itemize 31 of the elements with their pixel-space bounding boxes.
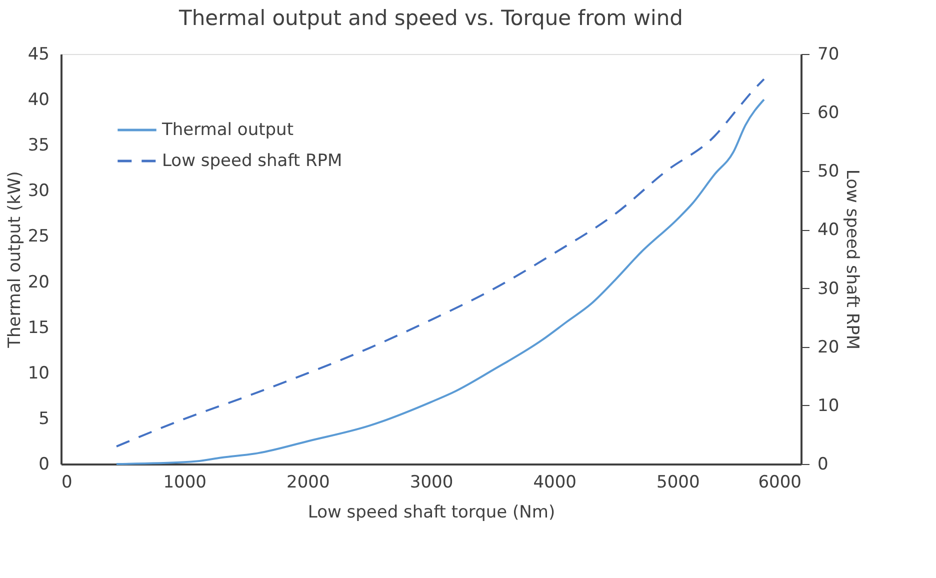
y2-tick-label: 0: [818, 454, 828, 474]
y2-tick-label: 20: [818, 337, 840, 358]
y-tick-label: 45: [28, 44, 50, 64]
y-tick-label: 40: [28, 90, 50, 110]
y-tick-label: 0: [38, 454, 50, 474]
legend-label: Low speed shaft RPM: [162, 151, 342, 171]
y2-tick-label: 30: [818, 278, 840, 299]
y-axis-title: Thermal output (kW): [4, 171, 25, 349]
x-tick-label: 1000: [163, 472, 206, 492]
y-tick-label: 15: [28, 318, 50, 338]
y2-tick-label: 40: [818, 220, 840, 240]
x-tick-label: 6000: [758, 472, 802, 492]
x-tick-label: 3000: [410, 472, 454, 492]
x-tick-label: 2000: [286, 472, 330, 492]
y2-tick-label: 50: [818, 162, 840, 182]
chart-title: Thermal output and speed vs. Torque from wind: [178, 6, 683, 30]
y2-tick-label: 10: [818, 396, 840, 416]
x-axis-title: Low speed shaft torque (Nm): [308, 502, 556, 522]
y-tick-label: 30: [28, 181, 50, 202]
x-tick-label: 4000: [533, 472, 576, 492]
x-tick-label: 0: [62, 472, 72, 492]
y2-axis-title: Low speed shaft RPM: [842, 169, 862, 350]
y2-tick-label: 60: [818, 103, 840, 124]
y-tick-label: 35: [28, 136, 50, 156]
y-tick-label: 25: [28, 226, 50, 247]
x-tick-label: 5000: [656, 472, 700, 492]
y-tick-label: 10: [28, 363, 50, 384]
legend-label: Thermal output: [161, 120, 294, 140]
y2-tick-label: 70: [818, 44, 840, 64]
y-tick-label: 20: [28, 272, 50, 292]
y-tick-label: 5: [38, 408, 50, 429]
